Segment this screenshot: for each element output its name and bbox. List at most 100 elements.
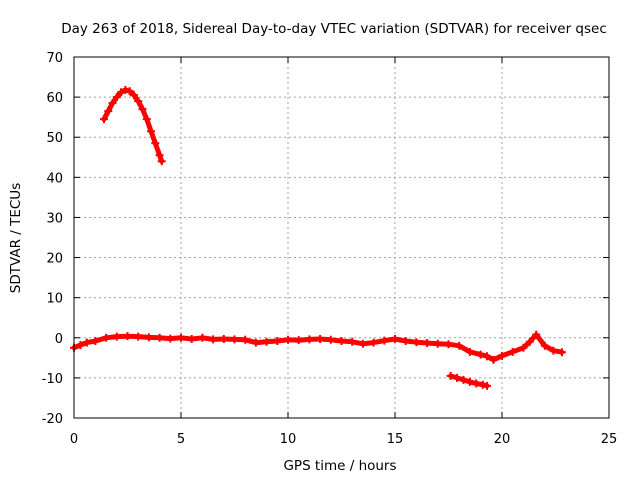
data-point — [125, 87, 134, 96]
data-point — [144, 333, 153, 342]
plot-series — [70, 85, 566, 390]
x-tick-label: 25 — [601, 432, 618, 447]
data-point — [348, 337, 357, 346]
y-tick-labels: -20 -10 0 10 20 30 40 50 60 70 — [42, 51, 63, 427]
y-tick-label: 10 — [46, 292, 63, 307]
data-point — [219, 334, 228, 343]
data-point — [251, 338, 260, 347]
data-point — [358, 339, 367, 348]
axis-ticks — [73, 56, 610, 419]
data-point — [316, 334, 325, 343]
data-point — [472, 379, 481, 388]
series-late-negative-segment — [446, 371, 492, 390]
data-point — [155, 333, 164, 342]
x-tick-labels: 0 5 10 15 20 25 — [70, 432, 617, 447]
data-point — [519, 343, 528, 352]
data-point — [262, 337, 271, 346]
data-point — [465, 347, 474, 356]
data-point — [102, 333, 111, 342]
data-point — [483, 352, 492, 361]
data-point — [166, 334, 175, 343]
data-point — [241, 335, 250, 344]
data-point — [134, 332, 143, 341]
data-point — [380, 336, 389, 345]
y-tick-label: 20 — [46, 252, 63, 267]
data-point — [549, 346, 558, 355]
data-point — [446, 371, 455, 380]
y-tick-label: 30 — [46, 211, 63, 226]
data-point — [337, 336, 346, 345]
y-tick-label: 50 — [46, 131, 63, 146]
data-point — [444, 340, 453, 349]
data-point — [465, 377, 474, 386]
data-point — [157, 157, 166, 166]
data-point — [326, 335, 335, 344]
data-point — [138, 105, 147, 114]
data-point — [489, 355, 498, 364]
data-point — [455, 341, 464, 350]
data-point — [401, 336, 410, 345]
data-point — [108, 99, 117, 108]
data-point — [112, 93, 121, 102]
y-tick-label: 70 — [46, 51, 63, 66]
data-point — [91, 336, 100, 345]
x-tick-label: 5 — [177, 432, 185, 447]
y-tick-label: 60 — [46, 91, 63, 106]
data-point — [459, 375, 468, 384]
y-axis-label: SDTVAR / TECUs — [8, 183, 24, 293]
y-tick-label: -20 — [42, 412, 63, 427]
grid-lines — [74, 57, 609, 418]
data-point — [478, 380, 487, 389]
data-point — [294, 336, 303, 345]
x-tick-label: 20 — [494, 432, 511, 447]
data-point — [155, 151, 164, 160]
data-point — [209, 335, 218, 344]
data-point — [540, 341, 549, 350]
data-point — [112, 332, 121, 341]
data-point — [369, 338, 378, 347]
data-point — [147, 127, 156, 136]
data-point — [412, 338, 421, 347]
data-point — [187, 334, 196, 343]
data-point — [123, 332, 132, 341]
x-axis-label: GPS time / hours — [283, 458, 396, 474]
data-point — [117, 88, 126, 97]
data-point — [305, 335, 314, 344]
series-early-peak — [99, 85, 166, 166]
data-point — [483, 381, 492, 390]
x-tick-label: 15 — [387, 432, 404, 447]
data-point — [284, 335, 292, 344]
data-point — [134, 97, 143, 106]
data-point — [129, 91, 138, 100]
data-point — [391, 334, 399, 343]
y-tick-label: 40 — [46, 171, 63, 186]
data-point — [508, 347, 517, 356]
data-point — [476, 350, 485, 359]
plot-frame — [73, 56, 610, 419]
data-point — [82, 338, 91, 347]
data-point — [557, 348, 566, 357]
data-point — [198, 333, 207, 342]
data-point — [76, 340, 85, 349]
data-point — [99, 115, 108, 124]
data-point — [151, 139, 160, 148]
data-point — [525, 337, 534, 346]
x-tick-label: 10 — [280, 432, 297, 447]
data-point — [104, 107, 113, 116]
data-point — [177, 333, 185, 342]
data-point — [453, 373, 462, 382]
series-main-track — [70, 330, 566, 364]
chart-title: Day 263 of 2018, Sidereal Day-to-day VTE… — [61, 21, 607, 37]
data-point — [423, 338, 432, 347]
data-point — [273, 336, 282, 345]
data-point — [230, 335, 239, 344]
data-point — [498, 351, 506, 360]
data-point — [121, 85, 130, 94]
x-tick-label: 0 — [70, 432, 78, 447]
data-point — [433, 339, 442, 348]
data-point — [532, 330, 541, 339]
data-point — [142, 115, 151, 124]
y-tick-label: -10 — [42, 372, 63, 387]
y-tick-label: 0 — [55, 332, 63, 347]
